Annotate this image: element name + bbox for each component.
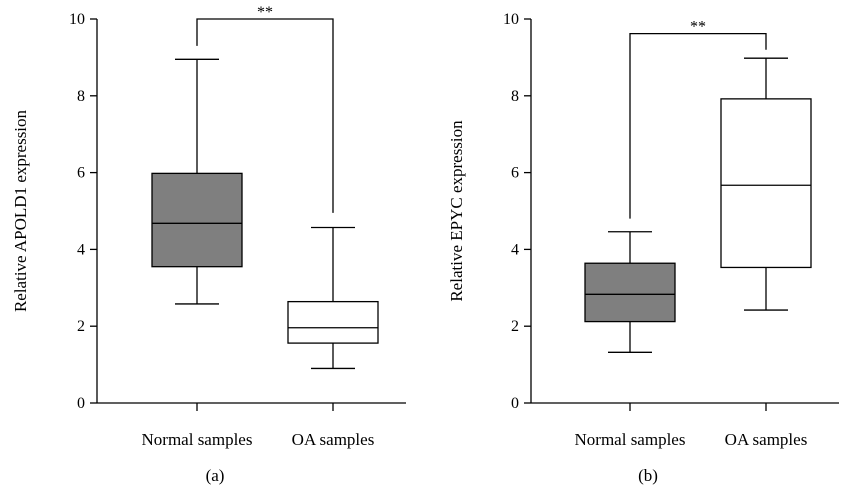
y-tick-label: 0 [511, 395, 519, 412]
iqr-box [151, 172, 243, 268]
box-plot-oa [720, 57, 812, 311]
significance-bracket [629, 32, 767, 219]
panel-label: (b) [638, 466, 658, 485]
panel-label: (a) [206, 466, 225, 485]
y-axis-label: Relative EPYC expression [447, 120, 466, 302]
x-category-label: OA samples [725, 430, 808, 449]
iqr-box [584, 262, 676, 323]
y-tick-label: 6 [77, 165, 85, 182]
box-plot-normal [151, 58, 243, 305]
y-axis-label: Relative APOLD1 expression [11, 109, 30, 312]
x-category-label: Normal samples [575, 430, 686, 449]
box-plot-oa [287, 226, 379, 370]
panel-b: 0 2 4 6 8 10 Relative EPYC expression Normal sa… [447, 11, 839, 485]
x-category-label: Normal samples [142, 430, 253, 449]
x-category-label: OA samples [292, 430, 375, 449]
box-plot-normal [584, 231, 676, 353]
significance-label: ** [690, 19, 706, 36]
iqr-box [287, 300, 379, 344]
significance-bracket [196, 18, 334, 213]
y-tick-label: 2 [77, 318, 85, 335]
y-tick-label: 10 [69, 11, 85, 28]
y-tick-label: 4 [77, 241, 85, 258]
iqr-box [720, 98, 812, 269]
y-tick-label: 8 [511, 88, 519, 105]
y-tick-label: 10 [503, 11, 519, 28]
significance-label: ** [257, 4, 273, 21]
y-tick-label: 2 [511, 318, 519, 335]
y-tick-label: 0 [77, 395, 85, 412]
y-tick-label: 6 [511, 165, 519, 182]
y-tick-label: 4 [511, 241, 519, 258]
y-tick-label: 8 [77, 88, 85, 105]
panel-a: 0 2 4 6 8 10 Relative APOLD1 expression Normal … [11, 4, 406, 485]
